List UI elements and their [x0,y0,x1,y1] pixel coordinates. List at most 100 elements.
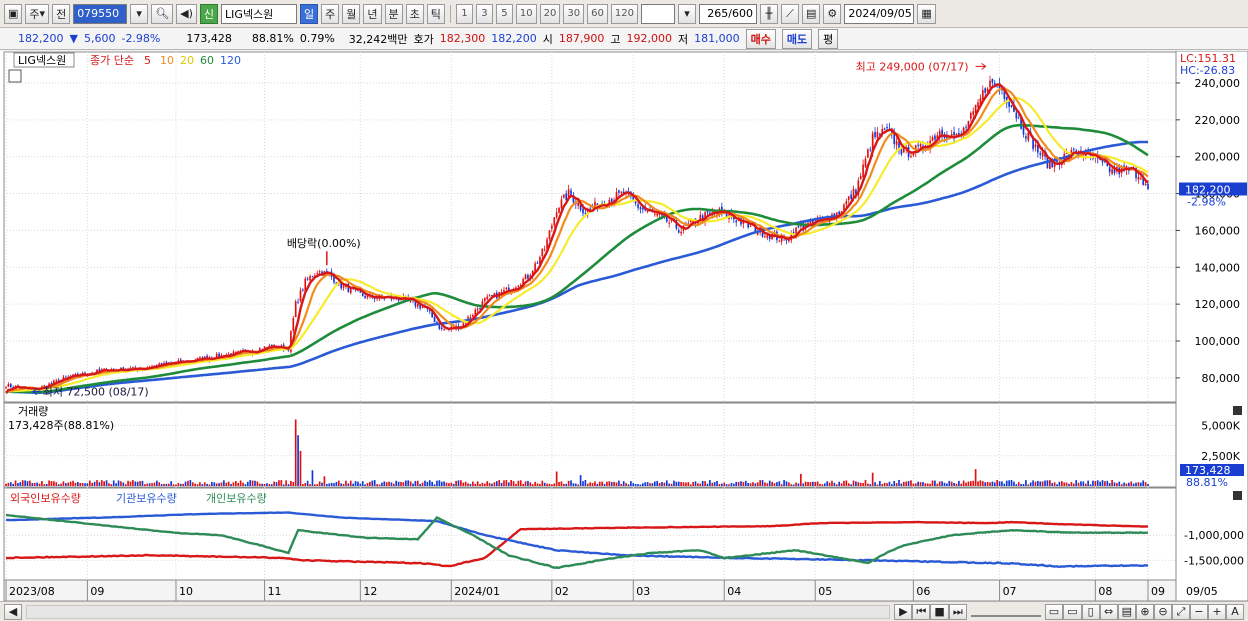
scroll-left-button[interactable]: ◀ [4,603,22,620]
candle-body [524,274,527,280]
volume-bar [625,483,627,486]
volume-bar [182,483,185,486]
forward-button[interactable]: ⏭ [948,603,967,620]
candle-body [373,297,376,300]
horizontal-scrollbar[interactable] [26,604,891,619]
volume-bar [359,483,362,486]
candle-body [1025,136,1027,139]
period-year[interactable]: 년 [363,3,382,24]
bar-count-field[interactable]: 265/600 [698,3,757,24]
zoom-out-button[interactable]: ⊖ [1154,603,1172,620]
stock-code-input[interactable]: 079550 [73,3,128,24]
fit-button[interactable]: ⤢ [1172,603,1190,620]
candle-body [517,285,520,287]
price-basis-button[interactable]: 전 [52,3,71,24]
volume-bar [1132,483,1135,486]
interval-120[interactable]: 120 [610,3,638,24]
interval-20[interactable]: 20 [539,3,561,24]
market-type-select[interactable]: 주 ▾ [25,3,50,24]
min-annotation: 최저 72,500 (08/17) [43,386,149,399]
holding-tick-label: -1,500,000 [1184,554,1244,567]
volume-bar [29,480,31,486]
layout-button-1[interactable]: ▭ [1044,603,1064,620]
volume-bar [517,480,520,486]
chart-tool-button[interactable]: ╫ [759,3,778,24]
buy-button[interactable]: 매수 [745,28,776,49]
layout-icon[interactable]: ▣ [4,3,23,24]
candle-body [342,285,345,288]
period-tick[interactable]: 틱 [426,3,445,24]
volume-bar [656,480,659,486]
volume-panel-close-icon[interactable] [1233,406,1242,415]
candle-body [158,363,161,367]
lc-label: LC:151.31 [1180,52,1236,65]
chart-area[interactable]: LIG넥스원 종가 단순 5 10 20 60 120 LC:151.31 HC… [0,51,1248,601]
interval-dropdown-button[interactable]: ▾ [677,3,696,24]
layout-button-3[interactable]: ▯ [1081,603,1100,620]
evaluate-button[interactable]: 평 [818,28,839,49]
interval-10[interactable]: 10 [515,3,537,24]
zoom-slider[interactable] [970,607,1041,617]
bid-label: 호가 [413,32,434,46]
stop-button[interactable]: ■ [930,603,949,620]
interval-60[interactable]: 60 [587,3,608,24]
minus-button[interactable]: − [1190,603,1208,620]
speaker-button[interactable]: ◀) [176,3,197,24]
volume-bar [376,484,378,486]
rewind-button[interactable]: ⏮ [912,603,931,620]
period-week[interactable]: 주 [321,3,340,24]
interval-custom-input[interactable] [640,3,675,24]
layout-button-2[interactable]: ▭ [1063,603,1082,620]
volume-bar [634,484,637,486]
volume-bar [323,476,326,486]
layout-button-5[interactable]: ▤ [1117,603,1136,620]
period-minute[interactable]: 분 [384,3,403,24]
volume-bar [996,480,999,486]
save-button[interactable]: ▤ [801,3,821,24]
search-button[interactable]: 🔍︎ [151,3,174,24]
layout-button-4[interactable]: ⇔ [1099,603,1118,620]
interval-30[interactable]: 30 [563,3,585,24]
low-label: 저 [678,32,689,46]
plus-button[interactable]: + [1208,603,1226,620]
candle-body [361,293,364,297]
candle-body [780,235,783,242]
candle-body [902,147,905,153]
zoom-in-button[interactable]: ⊕ [1136,603,1154,620]
settings-button[interactable]: ⚙ [823,3,842,24]
candle-body [634,200,637,204]
candle-body [895,141,898,146]
holding-line-3 [5,513,1148,570]
holding-panel-close-icon[interactable] [1233,491,1242,500]
stock-name-field[interactable]: LIG넥스원 [221,3,298,24]
period-day[interactable]: 일 [300,3,319,24]
volume-bar [170,481,173,486]
volume-bar [687,482,690,486]
period-month[interactable]: 월 [342,3,361,24]
volume-bar [850,484,852,486]
volume-bar [132,480,134,486]
period-second[interactable]: 초 [405,3,424,24]
interval-3[interactable]: 3 [475,3,493,24]
candle-body [572,195,575,203]
draw-tool-button[interactable]: ⟋ [780,3,799,24]
calendar-button[interactable]: ▦ [917,3,936,24]
sell-button[interactable]: 매도 [781,28,813,49]
candle-body [838,211,840,215]
interval-1[interactable]: 1 [455,3,473,24]
candle-body [924,147,927,149]
table-toggle-icon[interactable] [8,69,22,83]
save-icon: ▤ [805,7,817,20]
scroll-right-button[interactable]: ▶ [894,603,913,620]
volume-bar [136,481,139,486]
code-dropdown-button[interactable]: ▾ [130,3,149,24]
candle-body [299,290,302,302]
volume-bar [273,481,275,486]
auto-button[interactable]: A [1226,603,1244,620]
volume-bar [737,481,740,486]
auto-icon: A [1231,605,1239,618]
interval-5[interactable]: 5 [495,3,513,24]
volume-bar [981,481,984,486]
candle-body [594,201,596,208]
date-input[interactable]: 2024/09/05 [844,3,915,24]
